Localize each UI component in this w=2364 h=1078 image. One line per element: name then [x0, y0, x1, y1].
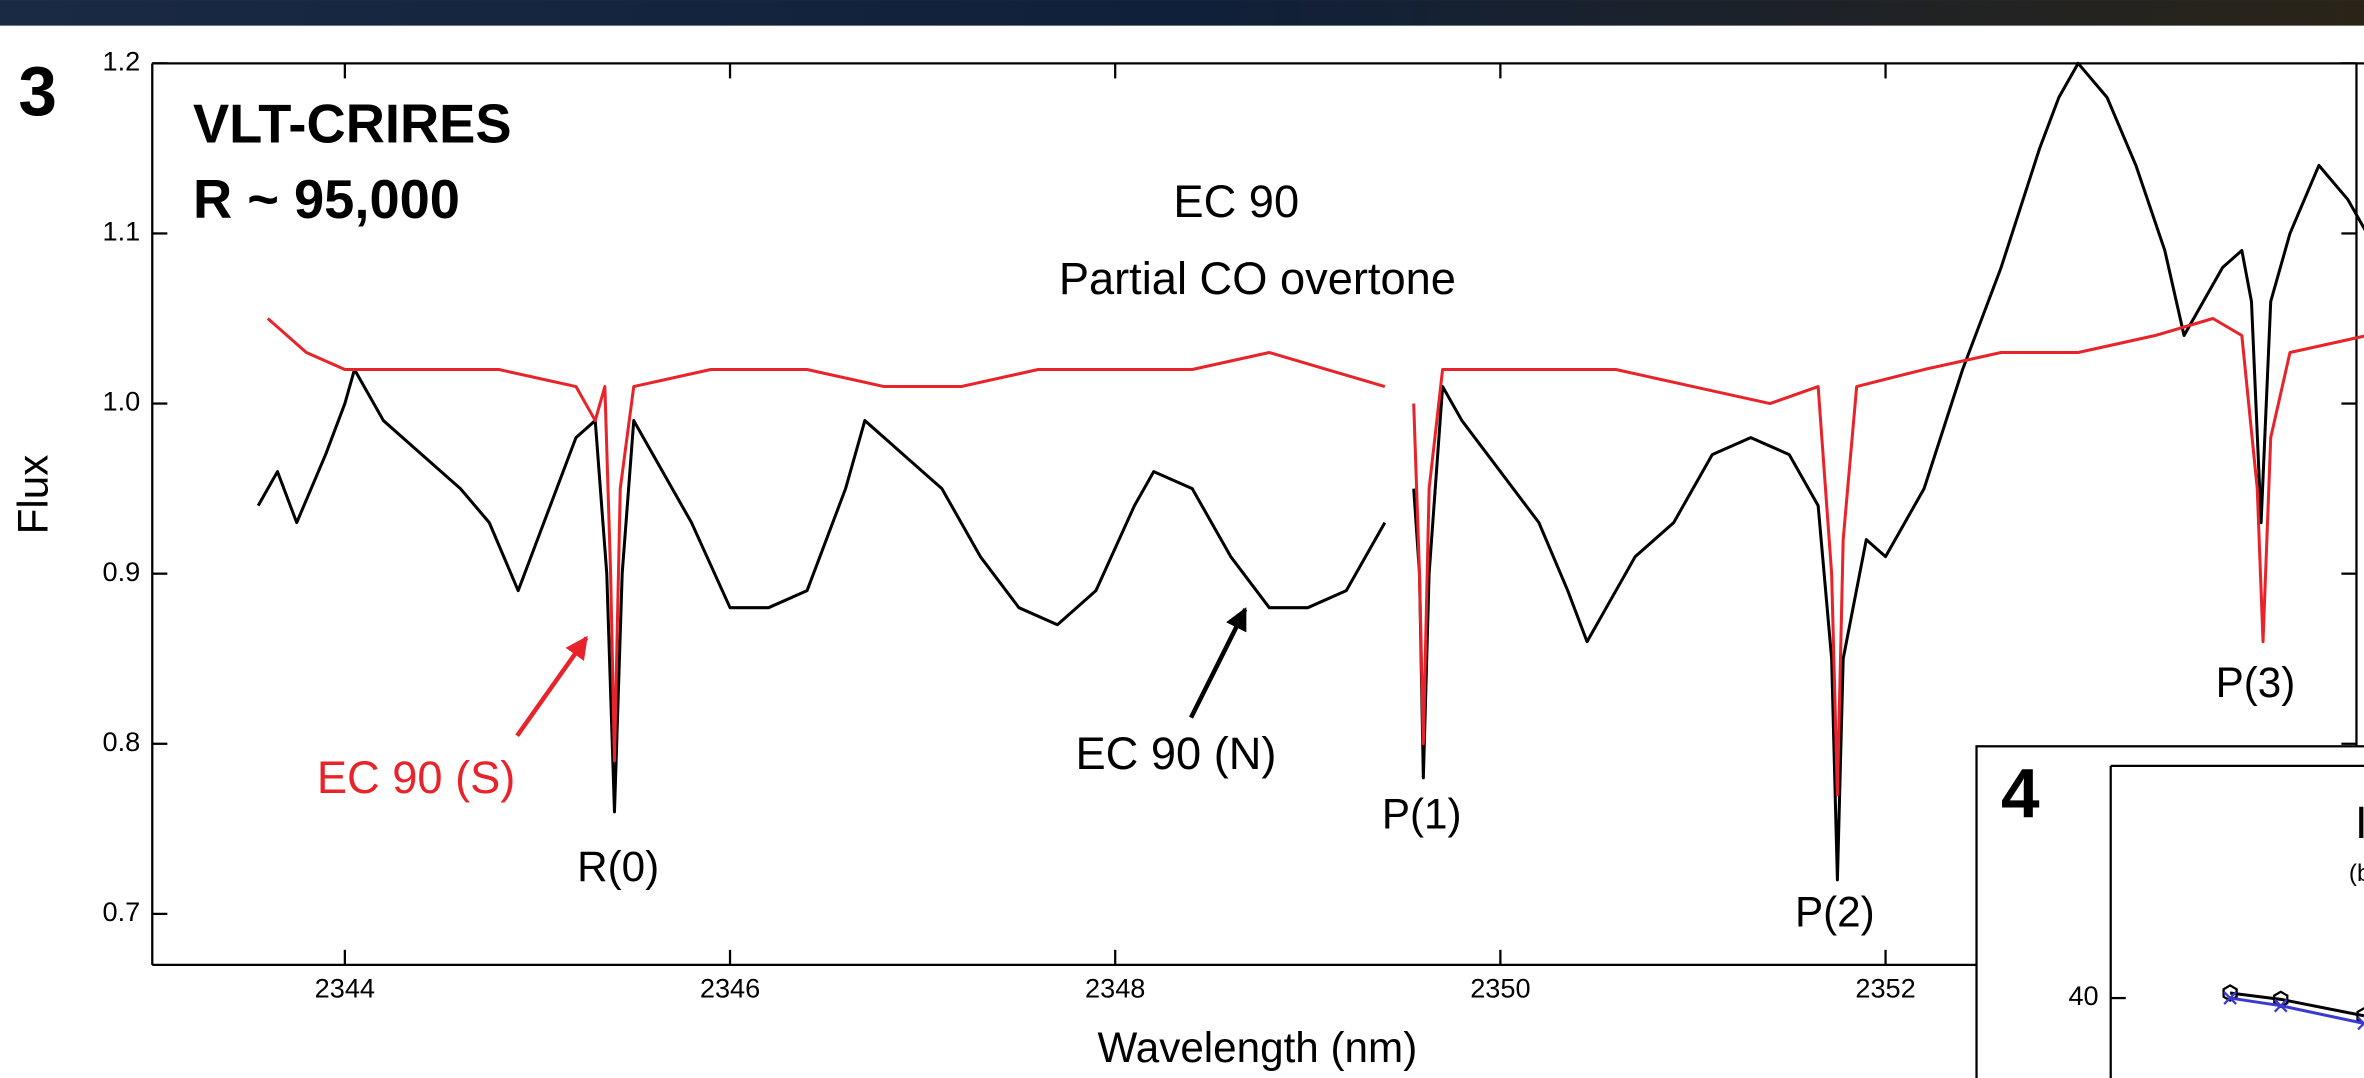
- y-axis-label: Flux: [9, 455, 56, 535]
- annotation: VLT-CRIRES: [193, 94, 512, 155]
- y-tick-label: 40: [2068, 980, 2098, 1011]
- annotation: P(3): [2216, 659, 2296, 706]
- x-tick-label: 2348: [1085, 973, 1145, 1004]
- marker: [2222, 984, 2238, 1002]
- arrow: [515, 635, 589, 738]
- data-line: [2229, 991, 2364, 1018]
- y-tick-label: 1.1: [102, 216, 140, 247]
- panel-label: 4: [2001, 754, 2040, 832]
- x-tick-label: 2346: [700, 973, 760, 1004]
- data-line: [256, 61, 2364, 882]
- annotation: EC 90 (S): [317, 752, 516, 803]
- x-tick-label: 2350: [1470, 973, 1530, 1004]
- inset-chart: 4 40 I (b: [1975, 745, 2364, 1078]
- annotation: R ~ 95,000: [193, 169, 460, 230]
- inset-frame: [1975, 745, 2364, 1078]
- y-tick-label: 0.7: [102, 896, 140, 927]
- annotation: EC 90 (N): [1075, 728, 1276, 779]
- marker: [2223, 991, 2237, 1005]
- y-tick-label: 0.8: [102, 726, 140, 757]
- data-line: [266, 316, 2364, 797]
- y-tick-label: 0.9: [102, 556, 140, 587]
- y-tick-label: 1.0: [102, 386, 140, 417]
- annotation: EC 90: [1173, 176, 1299, 227]
- marker: [2357, 1016, 2364, 1031]
- x-tick-label: 2352: [1855, 973, 1915, 1004]
- annotation: (b: [2349, 860, 2364, 887]
- annotation: R(0): [577, 843, 659, 890]
- annotation: P(2): [1795, 888, 1875, 935]
- marker: [2356, 1006, 2364, 1025]
- background-strip: [0, 0, 2364, 26]
- inset-plot: 40 I (b: [2068, 797, 2364, 1031]
- main-chart: 3 Wavelength (nm) Flux 0.7 0.8 0.9 1.0 1.1 1.…: [9, 46, 2364, 1071]
- annotation: Partial CO overtone: [1059, 253, 1456, 304]
- marker: [2273, 998, 2288, 1013]
- panel-label: 3: [18, 52, 57, 130]
- x-tick-label: 2344: [315, 973, 375, 1004]
- annotation: P(1): [1382, 790, 1462, 837]
- annotation: I: [2355, 797, 2364, 848]
- arrow: [1189, 607, 1248, 719]
- x-axis-label: Wavelength (nm): [1097, 1024, 1417, 1071]
- y-tick-label: 1.2: [102, 46, 140, 77]
